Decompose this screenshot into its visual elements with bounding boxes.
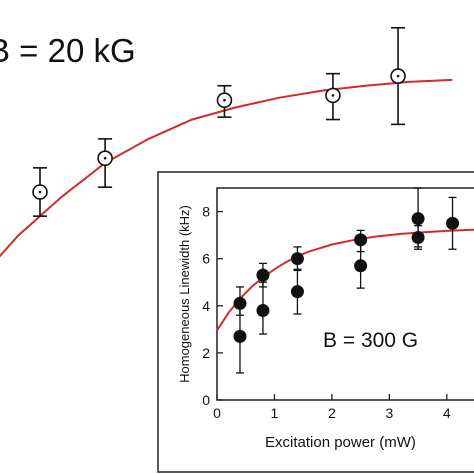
outer-data-point-center — [331, 94, 335, 97]
inset-y-tick-label: 6 — [202, 251, 210, 267]
outer-field-annotation: B = 20 kG — [0, 32, 136, 69]
inset-data-point — [354, 259, 368, 273]
inset-chart: 0 1 2 3 4 0 2 4 6 8 B = 300 G Excitation power (m… — [157, 171, 474, 473]
inset-y-tick-label: 8 — [202, 204, 210, 220]
inset-data-point — [290, 252, 304, 266]
inset-field-annotation: B = 300 G — [323, 329, 418, 352]
outer-data-point-center — [223, 98, 226, 102]
inset-plot-frame — [216, 187, 474, 401]
inset-x-tick-label: 3 — [385, 405, 393, 421]
outer-data-point-center — [38, 190, 42, 194]
outer-fit-curve — [0, 78, 453, 258]
outer-data-point-center — [396, 74, 400, 78]
inset-fit-curve-layer — [216, 228, 474, 332]
inset-y-tick-label: 4 — [202, 298, 210, 314]
outer-data-points-layer — [32, 26, 406, 217]
inset-data-point — [256, 268, 270, 282]
inset-axis-ticks: 0 1 2 3 4 0 2 4 6 8 — [202, 204, 451, 421]
inset-x-tick-label: 1 — [271, 405, 279, 421]
inset-data-point — [256, 303, 270, 317]
inset-data-point — [411, 212, 425, 226]
inset-fit-curve — [216, 228, 474, 332]
inset-data-points-layer — [233, 187, 460, 374]
inset-y-tick-label: 0 — [202, 392, 210, 408]
inset-x-tick-label: 0 — [213, 405, 221, 421]
inset-x-tick-label: 2 — [328, 405, 336, 421]
inset-x-axis-label: Excitation power (mW) — [265, 434, 416, 451]
inset-y-tick-label: 2 — [202, 345, 210, 361]
inset-data-point — [446, 216, 460, 230]
inset-data-point — [233, 329, 247, 343]
inset-x-tick-label: 4 — [443, 405, 451, 421]
inset-data-point — [411, 230, 425, 244]
inset-data-point — [290, 285, 304, 299]
inset-y-axis-label: Homogeneous Linewidth (kHz) — [177, 205, 192, 383]
outer-data-point-center — [103, 156, 107, 160]
outer-fit-curve-layer — [0, 78, 453, 258]
